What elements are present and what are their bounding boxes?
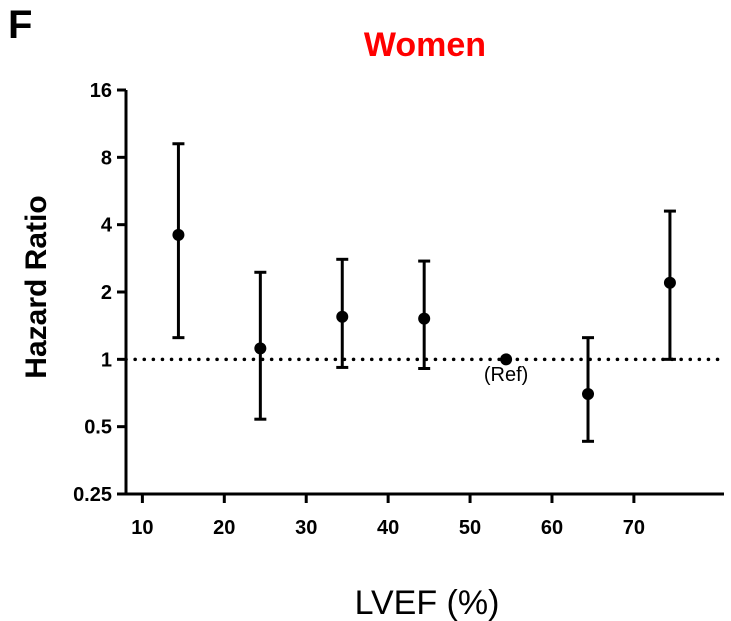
- data-point: [418, 312, 431, 325]
- plot-area: 0.25 0.5 1 2 4 8 16 10 20 30 40 50 60 70 (Ref): [73, 80, 726, 539]
- data-point: [500, 353, 513, 366]
- y-tick-label: 16: [90, 80, 112, 102]
- data-point: [254, 342, 267, 355]
- y-axis-label: Hazard Ratio: [20, 195, 53, 378]
- x-tick-label: 50: [459, 517, 481, 539]
- x-tick-label: 30: [295, 517, 317, 539]
- x-tick-label: 10: [131, 517, 153, 539]
- panel-label: F: [8, 3, 32, 47]
- y-tick-label: 4: [101, 215, 113, 237]
- data-point: [582, 387, 595, 400]
- x-tick-label: 20: [213, 517, 235, 539]
- y-tick-label: 2: [101, 282, 112, 304]
- y-tick-label: 1: [101, 349, 112, 371]
- y-tick-label: 0.25: [73, 484, 112, 506]
- y-tick-label: 8: [101, 147, 112, 169]
- data-point: [172, 228, 185, 241]
- data-point: [663, 276, 676, 289]
- x-tick-label: 40: [377, 517, 399, 539]
- x-axis-label: LVEF (%): [355, 584, 500, 621]
- x-tick-label: 60: [541, 517, 563, 539]
- y-tick-label: 0.5: [84, 417, 112, 439]
- annotation-ref: (Ref): [484, 364, 528, 386]
- chart-title: Women: [364, 26, 486, 64]
- data-point: [336, 310, 349, 323]
- x-tick-label: 70: [623, 517, 645, 539]
